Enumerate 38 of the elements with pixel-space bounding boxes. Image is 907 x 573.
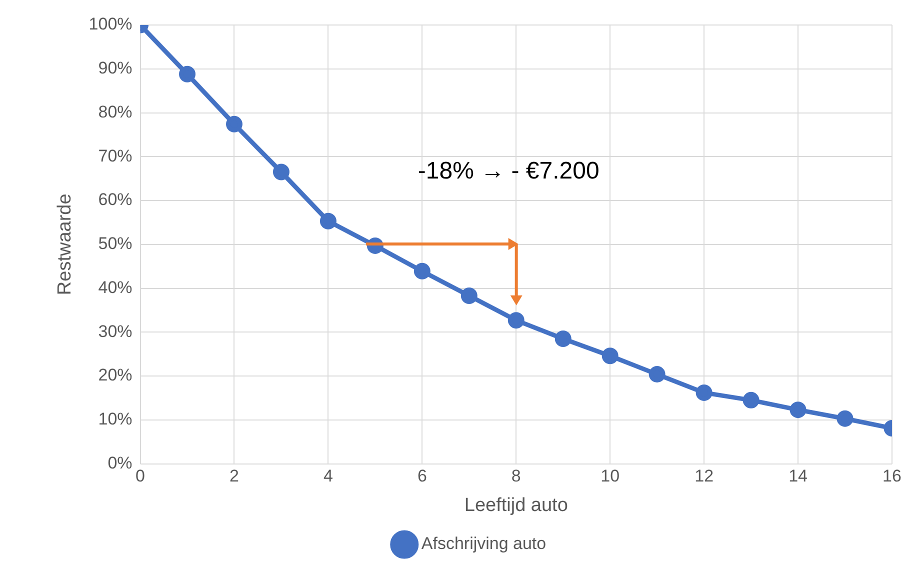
- x-tick-label: 4: [323, 466, 333, 486]
- point: [742, 392, 760, 408]
- annotation: -18% → - €7.200: [418, 158, 600, 185]
- x-tick-label: 8: [511, 466, 521, 486]
- point: [648, 366, 666, 383]
- y-tick-label: 10%: [98, 410, 132, 429]
- y-tick-label: 40%: [98, 278, 132, 297]
- point: [508, 312, 524, 329]
- point: [179, 66, 196, 82]
- point: [602, 348, 618, 364]
- y-tick-label: 70%: [98, 146, 132, 166]
- y-tick-label: 30%: [98, 322, 132, 341]
- point: [460, 287, 478, 304]
- x-axis-title: Leeftijd auto: [464, 494, 568, 516]
- y-tick-label: 20%: [98, 366, 132, 385]
- point: [226, 116, 242, 132]
- y-tick-label: 0%: [108, 453, 132, 472]
- x-tick-label: 16: [882, 466, 902, 486]
- y-axis-title: Restwaarde: [54, 194, 76, 296]
- y-tick-label: 90%: [98, 58, 132, 78]
- x-tick-label: 12: [694, 466, 714, 486]
- x-tick-label: 6: [417, 466, 427, 486]
- point: [836, 410, 854, 427]
- x-tick-label: 0: [136, 466, 146, 486]
- y-tick-label: 100%: [88, 14, 132, 34]
- point: [320, 212, 336, 230]
- x-tick-label: 14: [788, 466, 808, 486]
- x-tick-label: 10: [600, 466, 620, 486]
- point: [790, 402, 806, 418]
- point: [696, 384, 712, 401]
- legend-label: Afschrijving auto: [421, 534, 546, 554]
- x-tick-label: 2: [230, 466, 239, 486]
- y-tick-label: 80%: [98, 102, 132, 122]
- point: [414, 262, 430, 280]
- point: [272, 164, 290, 180]
- y-tick-label: 50%: [98, 234, 132, 254]
- y-tick-label: 60%: [98, 190, 132, 210]
- point: [554, 330, 572, 347]
